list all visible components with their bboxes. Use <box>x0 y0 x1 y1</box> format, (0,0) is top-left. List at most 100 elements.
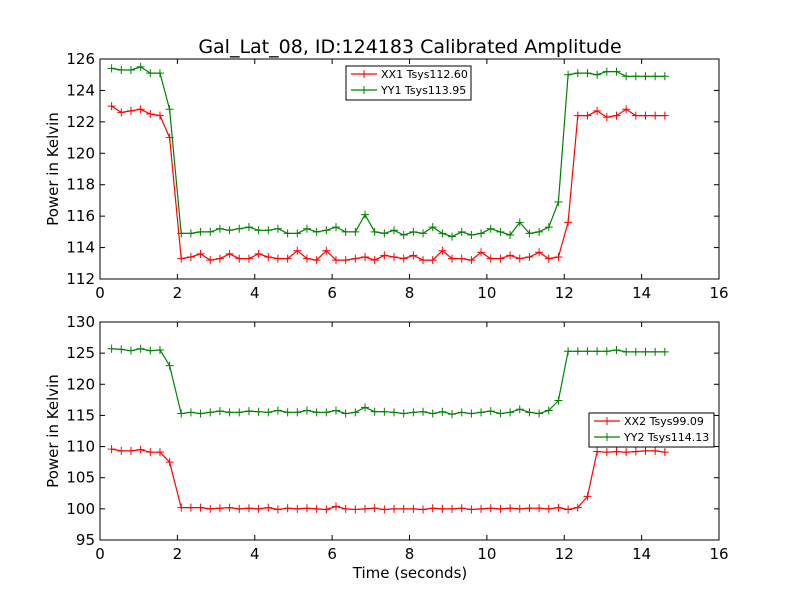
legend-entry: XX1 Tsys112.60 <box>381 68 468 81</box>
y-tick-label: 115 <box>66 406 95 424</box>
data-point <box>302 224 311 233</box>
data-point <box>651 446 660 455</box>
data-point <box>293 504 302 513</box>
data-point <box>467 256 476 265</box>
data-point <box>206 408 215 417</box>
data-point <box>496 504 505 513</box>
data-point <box>370 407 379 416</box>
data-point <box>467 409 476 418</box>
data-point <box>428 223 437 232</box>
data-point <box>399 231 408 239</box>
data-point <box>390 253 399 261</box>
data-point <box>186 408 195 417</box>
data-point <box>651 111 660 120</box>
data-point <box>177 254 186 263</box>
data-point <box>331 223 340 232</box>
data-point <box>235 408 244 417</box>
data-point <box>341 409 350 418</box>
data-point <box>660 347 669 356</box>
data-point <box>448 254 457 263</box>
data-point <box>477 248 486 257</box>
data-point <box>622 448 631 457</box>
x-tick-label: 4 <box>250 284 260 302</box>
data-point <box>544 223 553 232</box>
data-point <box>419 256 428 265</box>
data-point <box>641 347 650 356</box>
data-point <box>448 504 457 513</box>
data-point <box>564 347 573 356</box>
y-tick-label: 112 <box>66 270 95 288</box>
data-point <box>602 67 611 76</box>
y-tick-label: 122 <box>66 113 95 131</box>
data-point <box>370 504 379 513</box>
data-point <box>186 253 195 261</box>
data-point <box>380 229 389 238</box>
data-point <box>235 224 244 233</box>
data-point <box>165 105 174 114</box>
data-point <box>631 111 640 120</box>
data-point <box>573 111 582 120</box>
data-point <box>496 254 505 263</box>
data-point <box>660 448 669 457</box>
x-tick-label: 6 <box>327 545 337 563</box>
data-point <box>312 504 321 513</box>
y-tick-label: 126 <box>66 50 95 68</box>
data-point <box>419 229 428 238</box>
data-point <box>155 111 164 120</box>
data-point <box>215 224 224 233</box>
data-point <box>535 227 544 236</box>
bottom-panel: 0 2 4 6 8 10 12 14 16 95 100 105 110 115 120 125 130 Powe… <box>44 313 729 563</box>
x-tick-label: 6 <box>327 284 337 302</box>
data-point <box>351 505 360 514</box>
y-tick-label: 120 <box>66 375 95 393</box>
data-point <box>612 111 621 120</box>
data-point <box>544 254 553 263</box>
data-point <box>399 409 408 418</box>
data-point <box>525 408 534 417</box>
x-tick-label: 8 <box>405 284 415 302</box>
data-point <box>631 447 640 456</box>
data-point <box>457 254 466 263</box>
data-point <box>283 408 292 417</box>
data-point <box>428 504 437 513</box>
data-point <box>506 504 515 513</box>
plot-frame <box>99 58 720 280</box>
data-point <box>486 504 495 513</box>
legend-box <box>588 412 715 448</box>
data-point <box>506 231 515 239</box>
data-point <box>448 410 457 419</box>
data-point <box>506 251 515 260</box>
data-point <box>631 72 640 81</box>
data-point <box>622 105 631 114</box>
data-point <box>535 248 544 257</box>
data-point <box>438 246 447 255</box>
data-point <box>428 409 437 418</box>
data-point <box>477 408 486 417</box>
data-point <box>515 254 524 263</box>
data-point <box>428 256 437 265</box>
data-point <box>293 408 302 417</box>
data-point <box>660 111 669 120</box>
data-point <box>390 226 399 235</box>
data-point <box>196 503 205 512</box>
data-point <box>117 446 126 455</box>
data-point <box>419 407 428 416</box>
data-point <box>225 503 234 512</box>
y-tick-label: 120 <box>66 144 95 162</box>
data-point <box>641 111 650 120</box>
legend-entry: XX2 Tsys99.09 <box>624 415 704 428</box>
data-point <box>535 409 544 418</box>
data-point <box>564 218 573 227</box>
data-point <box>264 503 273 512</box>
data-point <box>312 227 321 236</box>
data-point <box>117 108 126 117</box>
x-tick-label: 10 <box>477 284 496 302</box>
y-tick-label: 124 <box>66 81 95 99</box>
data-point <box>457 227 466 236</box>
data-point <box>554 503 563 512</box>
data-point <box>136 445 145 454</box>
data-point <box>351 254 360 263</box>
data-point <box>361 504 370 513</box>
data-point <box>186 503 195 512</box>
data-point <box>155 346 164 355</box>
